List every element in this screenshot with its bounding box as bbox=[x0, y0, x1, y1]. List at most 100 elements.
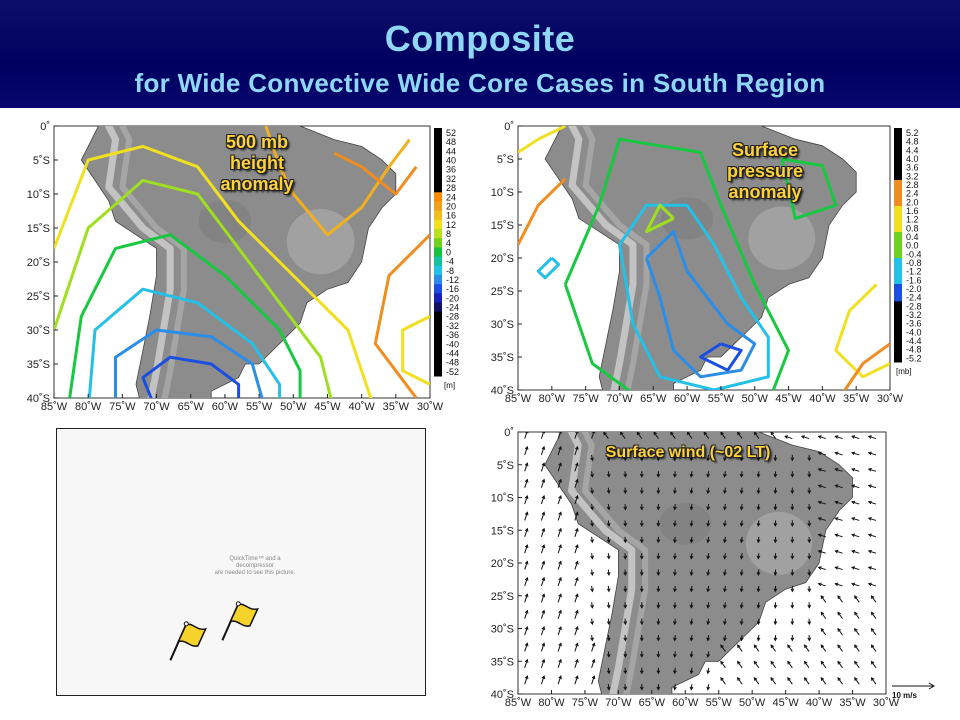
wind-vector bbox=[837, 595, 843, 603]
wind-vector bbox=[524, 446, 528, 456]
lat-tick-label: 0˚ bbox=[40, 121, 50, 133]
wind-vector bbox=[557, 643, 562, 652]
wind-vector-head bbox=[790, 539, 795, 544]
wind-vector-head bbox=[723, 555, 727, 560]
wind-vector-head bbox=[623, 588, 628, 593]
wind-vector bbox=[868, 484, 877, 489]
colorbar-cell bbox=[894, 154, 902, 164]
lat-tick-label: 25˚S bbox=[491, 286, 514, 298]
wind-vector-head bbox=[867, 566, 872, 570]
wind-vector-head bbox=[558, 642, 562, 647]
wind-vector bbox=[753, 677, 760, 685]
wind-vector-head bbox=[756, 555, 761, 560]
colorbar-cell bbox=[894, 344, 902, 354]
lon-tick-label: 85˚W bbox=[505, 393, 532, 405]
colorbar-tick-label: -1.2 bbox=[906, 267, 922, 277]
wind-vector-head bbox=[773, 539, 778, 544]
wind-vector-head bbox=[656, 670, 661, 675]
wind-vector bbox=[854, 661, 860, 669]
wind-vector-head bbox=[790, 490, 795, 495]
wind-vector bbox=[591, 643, 595, 652]
wind-vector-head bbox=[590, 539, 594, 544]
colorbar-cell bbox=[894, 301, 902, 311]
wind-vector-head bbox=[790, 457, 795, 462]
colorbar-tick-label: -0.8 bbox=[906, 258, 922, 268]
wind-vector bbox=[835, 550, 843, 554]
header-banner: Composite for Wide Convective Wide Core … bbox=[0, 0, 960, 108]
wind-vector bbox=[524, 463, 528, 472]
wind-vector bbox=[818, 550, 826, 554]
wind-vector-head bbox=[790, 473, 795, 478]
wind-vector-head bbox=[817, 435, 822, 439]
wind-vector bbox=[818, 468, 826, 472]
colorbar-cell bbox=[434, 311, 442, 322]
quicktime-message: QuickTime™ and a decompressor are needed… bbox=[175, 556, 335, 577]
wind-vector-head bbox=[673, 604, 677, 609]
colorbar-tick-label: -5.2 bbox=[906, 353, 922, 363]
wind-vector-head bbox=[689, 637, 694, 642]
lat-tick-label: 0˚ bbox=[504, 427, 514, 439]
colorbar-tick-label: 28 bbox=[446, 183, 456, 193]
contour-line bbox=[518, 126, 566, 154]
wind-vector bbox=[720, 644, 726, 652]
wind-vector bbox=[871, 595, 877, 603]
brazil-highlands bbox=[286, 208, 355, 275]
contour-line bbox=[87, 287, 282, 398]
wind-vector-head bbox=[867, 549, 872, 554]
colorbar-tick-label: -0.4 bbox=[906, 249, 922, 259]
lat-tick-label: 10˚S bbox=[491, 493, 514, 505]
colorbar-cell bbox=[894, 336, 902, 346]
wind-vector bbox=[574, 528, 579, 537]
colorbar-tick-label: 4.4 bbox=[906, 145, 919, 155]
wind-vector-head bbox=[723, 490, 727, 495]
wind-vector bbox=[837, 677, 843, 685]
lon-tick-label: 85˚W bbox=[41, 401, 68, 413]
pressure-anomaly-map-canvas: 0˚ 5˚S 10˚S 15˚S 20˚S 25˚S 30˚S 35˚S 40˚S85˚W 80˚… bbox=[491, 121, 922, 405]
wind-vector-head bbox=[837, 627, 841, 632]
wind-vector-head bbox=[773, 621, 778, 626]
wind-vector bbox=[557, 659, 562, 668]
colorbar-cell bbox=[894, 128, 902, 138]
wind-vector bbox=[540, 561, 545, 570]
wind-vector-head bbox=[851, 533, 856, 538]
wind-vector-head bbox=[639, 506, 644, 511]
wind-vector bbox=[524, 594, 528, 603]
wind-vector-head bbox=[639, 539, 644, 544]
colorbar-cell bbox=[434, 366, 442, 377]
wind-vector-head bbox=[773, 506, 778, 511]
flag-icon bbox=[221, 601, 259, 641]
movie-placeholder[interactable]: QuickTime™ and a decompressor are needed… bbox=[56, 428, 426, 696]
wind-vector-head bbox=[837, 611, 841, 616]
wind-vector-head bbox=[524, 445, 529, 450]
lon-tick-label: 60˚W bbox=[674, 393, 701, 405]
wind-vector bbox=[557, 479, 562, 488]
wind-vector bbox=[753, 644, 760, 652]
wind-vector-head bbox=[673, 653, 677, 658]
wind-vector-head bbox=[706, 457, 711, 462]
wind-vector bbox=[835, 534, 843, 538]
wind-vector-head bbox=[689, 555, 694, 560]
wind-vector-head bbox=[807, 555, 812, 560]
colorbar-cell bbox=[434, 284, 442, 294]
wind-vector-head bbox=[756, 506, 761, 511]
wind-vector-head bbox=[773, 522, 778, 527]
colorbar-tick-label: 3.2 bbox=[906, 171, 919, 181]
wind-vector-head bbox=[834, 484, 839, 488]
colorbar-tick-label: -32 bbox=[446, 321, 459, 331]
colorbar-cell bbox=[894, 188, 902, 198]
colorbar-cell bbox=[434, 137, 442, 147]
lon-tick-label: 45˚W bbox=[772, 697, 799, 709]
wind-vector-head bbox=[606, 653, 611, 658]
wind-vector-head bbox=[739, 539, 744, 544]
andes-highlands bbox=[567, 432, 636, 694]
wind-vector-head bbox=[706, 539, 711, 544]
wind-vector-head bbox=[756, 522, 761, 527]
wind-vector-head bbox=[524, 609, 529, 614]
wind-vector-head bbox=[656, 506, 661, 511]
flag-icons bbox=[169, 601, 259, 661]
lon-tick-label: 80˚W bbox=[539, 393, 566, 405]
colorbar-cell bbox=[894, 266, 902, 276]
wind-vector-head bbox=[834, 500, 839, 505]
wind-vector-head bbox=[817, 533, 822, 538]
wind-vector-head bbox=[575, 544, 579, 549]
